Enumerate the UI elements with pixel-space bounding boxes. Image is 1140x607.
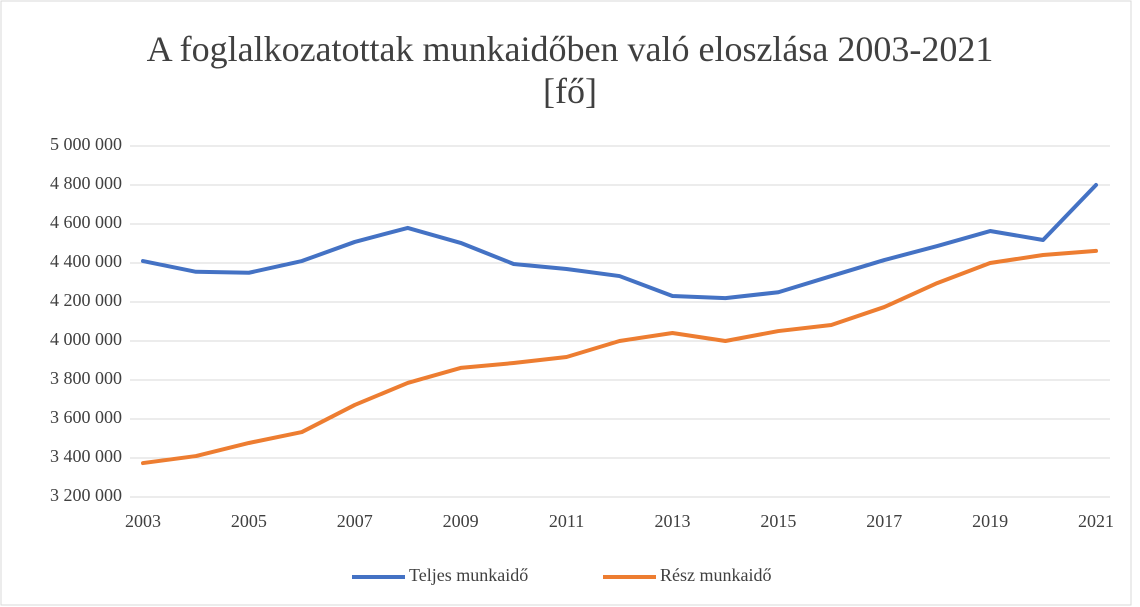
x-tick-label: 2015 <box>760 511 796 531</box>
y-tick-label: 4 600 000 <box>50 212 122 232</box>
x-tick-label: 2019 <box>972 511 1008 531</box>
x-tick-label: 2021 <box>1078 511 1114 531</box>
y-tick-label: 5 000 000 <box>50 134 122 154</box>
data-line <box>141 183 1098 301</box>
x-tick-label: 2013 <box>654 511 690 531</box>
chart-title: A foglalkozatottak munkaidőben való elos… <box>146 29 994 111</box>
data-line <box>141 248 1098 466</box>
x-tick-label: 2007 <box>337 511 373 531</box>
y-tick-label: 4 800 000 <box>50 173 122 193</box>
y-tick-label: 3 200 000 <box>50 485 122 505</box>
y-tick-label: 4 000 000 <box>50 329 122 349</box>
y-tick-label: 3 400 000 <box>50 446 122 466</box>
y-tick-label: 4 400 000 <box>50 251 122 271</box>
legend-label: Teljes munkaidő <box>409 565 528 585</box>
y-tick-label: 3 600 000 <box>50 407 122 427</box>
x-tick-label: 2011 <box>549 511 584 531</box>
x-tick-label: 2017 <box>866 511 902 531</box>
y-tick-label: 4 200 000 <box>50 290 122 310</box>
x-tick-label: 2003 <box>125 511 161 531</box>
x-tick-label: 2005 <box>231 511 267 531</box>
x-tick-label: 2009 <box>443 511 479 531</box>
legend-label: Rész munkaidő <box>660 565 771 585</box>
y-tick-label: 3 800 000 <box>50 368 122 388</box>
